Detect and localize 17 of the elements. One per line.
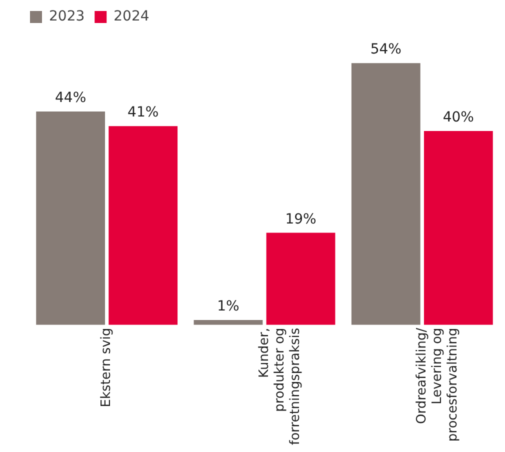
data-label: 40% [442, 110, 474, 126]
bar [424, 130, 493, 325]
x-tick-label: Ekstern svig [99, 328, 114, 408]
x-tick-label: Ordreafvikling/ Levering og procesforvaltning [414, 327, 461, 442]
data-label: 54% [370, 42, 402, 58]
x-tick-label: Kunder, produkter og forretningspraksis [256, 328, 304, 446]
bar [36, 112, 106, 325]
bar [351, 63, 420, 325]
data-label: 44% [55, 90, 86, 106]
legend-label: 2023 [49, 8, 85, 25]
data-label: 41% [128, 104, 159, 121]
legend-label: 2024 [114, 8, 150, 25]
data-label: 19% [285, 211, 316, 228]
bar [194, 320, 263, 325]
bar [266, 232, 336, 325]
bar [108, 126, 178, 325]
data-label: 1% [217, 298, 240, 315]
